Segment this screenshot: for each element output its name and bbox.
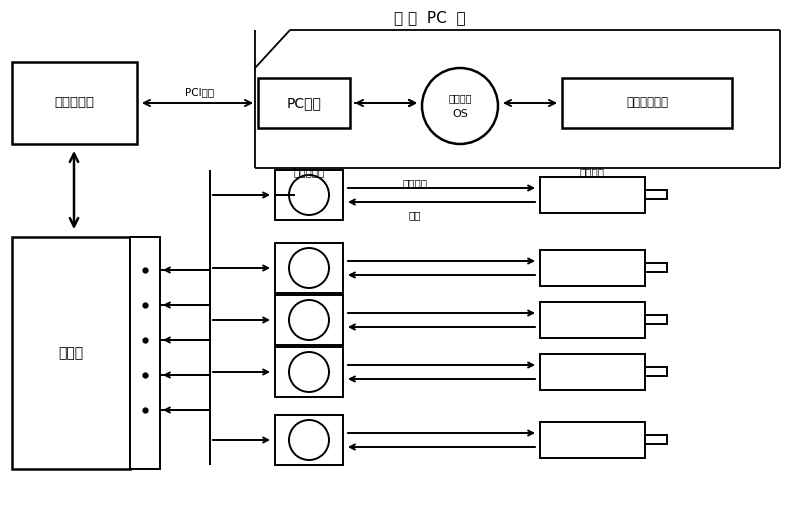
Bar <box>275 243 343 293</box>
Bar <box>258 78 350 128</box>
Bar <box>645 367 667 377</box>
Bar <box>645 435 667 445</box>
Text: 电机驱动器: 电机驱动器 <box>294 167 325 177</box>
Text: PC主机: PC主机 <box>286 96 322 110</box>
Bar <box>12 237 130 469</box>
Bar <box>275 347 343 397</box>
Bar <box>275 415 343 465</box>
Text: 转接板: 转接板 <box>58 346 83 360</box>
Bar <box>275 295 343 345</box>
Bar <box>540 422 645 458</box>
Text: 反馈: 反馈 <box>409 210 422 220</box>
Bar <box>645 264 667 272</box>
Circle shape <box>289 420 329 460</box>
Text: OS: OS <box>452 109 468 119</box>
Bar <box>540 354 645 390</box>
Bar <box>562 78 732 128</box>
Bar <box>540 177 645 213</box>
Text: 电源输入: 电源输入 <box>402 178 427 188</box>
Text: 运动控制卡: 运动控制卡 <box>54 97 94 109</box>
Bar <box>540 302 645 338</box>
Circle shape <box>289 248 329 288</box>
Circle shape <box>422 68 498 144</box>
Circle shape <box>289 352 329 392</box>
Text: 上 位  PC  机: 上 位 PC 机 <box>394 11 466 26</box>
Text: PCI总线: PCI总线 <box>186 87 214 97</box>
Bar <box>540 250 645 286</box>
Circle shape <box>289 175 329 215</box>
Bar <box>275 170 343 220</box>
Circle shape <box>289 300 329 340</box>
Bar <box>645 191 667 199</box>
Bar <box>12 62 137 144</box>
Text: 操作系统: 操作系统 <box>448 93 472 103</box>
Bar <box>130 237 160 469</box>
Text: 步进电机: 步进电机 <box>579 167 605 177</box>
Text: 输入输出设备: 输入输出设备 <box>626 97 668 109</box>
Bar <box>645 315 667 324</box>
